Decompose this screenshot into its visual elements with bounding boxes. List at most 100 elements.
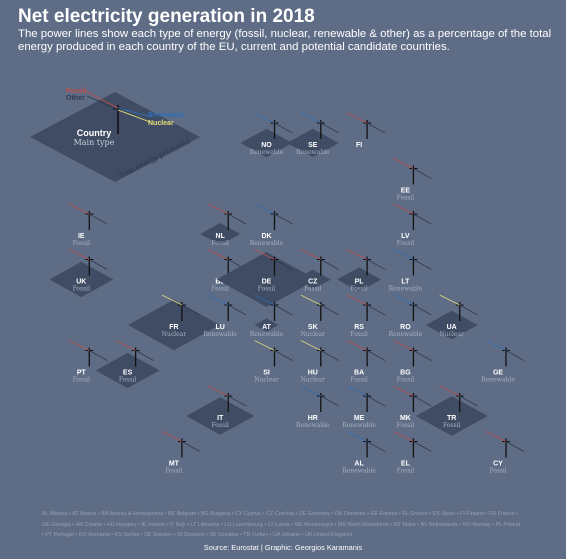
- country-code-lu: LU: [216, 324, 225, 331]
- country-code-ee: EE: [401, 188, 411, 195]
- power-line-nl: [207, 203, 229, 215]
- country-diamond-tr: [415, 396, 488, 436]
- power-line-out-sk: [320, 304, 339, 316]
- power-line-out-pt: [89, 350, 108, 361]
- country-maintype-at: Renewable: [250, 331, 284, 338]
- power-line-bg: [393, 340, 414, 351]
- power-line-ba: [346, 340, 368, 351]
- country-code-cz: CZ: [308, 279, 318, 286]
- power-line-no: [254, 112, 275, 124]
- power-line-dk: [254, 203, 275, 215]
- country-diamond-se: [286, 128, 339, 158]
- country-layer: NORenewableSERenewableFIEEFossilIEFossil…: [49, 112, 525, 475]
- country-code-tr: TR: [447, 415, 456, 422]
- power-line-out-hu: [320, 350, 339, 361]
- country-code-fr: FR: [169, 324, 178, 331]
- country-maintype-al: Renewable: [342, 468, 376, 475]
- country-code-ua: UA: [447, 324, 457, 331]
- legend-renewable-label: Renewable: [148, 112, 185, 119]
- country-maintype-lt: Renewable: [389, 286, 423, 293]
- country-maintype-ba: Fossil: [350, 377, 368, 384]
- legend-diamond: [30, 92, 200, 182]
- country-maintype-nl: Fossil: [211, 240, 229, 247]
- country-maintype-ie: Fossil: [73, 240, 91, 247]
- power-line-mt: [161, 431, 183, 442]
- country-maintype-pt: Fossil: [73, 377, 91, 384]
- power-line-fi: [346, 112, 368, 124]
- power-line-out-ro: [413, 304, 432, 316]
- country-diamond-fr: [127, 299, 220, 351]
- country-diamond-es: [95, 352, 160, 389]
- power-line-mk: [393, 385, 414, 397]
- country-code-el: EL: [401, 461, 411, 468]
- country-maintype-ua: Nuclear: [440, 331, 465, 338]
- power-line-out-ua: [459, 304, 478, 316]
- country-code-be: BE: [215, 279, 225, 286]
- power-line-out-at: [274, 304, 293, 316]
- power-line-out-fi: [366, 122, 386, 134]
- power-line-at: [254, 294, 275, 306]
- source-credit: Source: Eurostat | Graphic: Georgios Kar…: [203, 543, 363, 552]
- country-maintype-hr: Renewable: [296, 422, 330, 429]
- country-code-rs: RS: [354, 324, 364, 331]
- power-line-lv: [393, 203, 414, 215]
- power-line-out-ee: [413, 168, 432, 179]
- legend-fossil-label: Fossil: [66, 88, 86, 95]
- country-code-lt: LT: [401, 279, 410, 286]
- power-line-si: [254, 340, 275, 351]
- country-code-al: AL: [354, 461, 364, 468]
- country-diamond-de: [216, 252, 317, 307]
- power-line-out-de: [274, 259, 293, 270]
- country-maintype-ge: Renewable: [481, 377, 515, 384]
- power-line-be: [207, 249, 229, 260]
- legend-line-other: [86, 95, 119, 111]
- power-line-out-lt: [413, 259, 432, 270]
- power-line-hu: [300, 340, 322, 351]
- country-code-bg: BG: [400, 370, 411, 377]
- country-maintype-si: Nuclear: [254, 377, 279, 384]
- power-line-out-it: [228, 395, 247, 407]
- country-code-ge: GE: [493, 370, 503, 377]
- country-diamond-uk: [49, 261, 114, 298]
- country-maintype-cy: Fossil: [489, 468, 507, 475]
- power-line-ge: [485, 340, 507, 351]
- country-maintype-mt: Fossil: [165, 468, 183, 475]
- country-code-lv: LV: [401, 233, 410, 240]
- power-line-tr: [439, 385, 460, 397]
- country-code-it: IT: [217, 415, 224, 422]
- country-maintype-fr: Nuclear: [162, 331, 187, 338]
- power-line-out-rs: [366, 304, 386, 316]
- country-maintype-es: Fossil: [119, 377, 137, 384]
- country-maintype-sk: Nuclear: [301, 331, 326, 338]
- power-line-out-mk: [413, 395, 432, 407]
- power-line-ua: [439, 294, 460, 306]
- power-line-rs: [346, 294, 368, 306]
- abbreviation-footnote: AL Albania • AT Austria • BA Bosnia & He…: [42, 511, 521, 538]
- power-line-de: [254, 249, 275, 260]
- power-line-ie: [69, 203, 90, 215]
- country-diamond-no: [240, 128, 293, 158]
- country-code-ie: IE: [78, 233, 85, 240]
- power-line-me: [346, 385, 368, 397]
- country-maintype-rs: Fossil: [350, 331, 368, 338]
- power-line-out-el: [413, 441, 432, 452]
- legend-nuclear-label: Nuclear: [148, 120, 174, 127]
- country-diamond-ua: [425, 310, 478, 340]
- country-maintype-se: Renewable: [296, 149, 330, 156]
- power-line-out-si: [274, 350, 293, 361]
- country-maintype-mk: Fossil: [397, 422, 415, 429]
- power-line-out-dk: [274, 213, 293, 225]
- chart-title: Net electricity generation in 2018: [18, 6, 315, 27]
- country-maintype-lu: Renewable: [203, 331, 237, 338]
- country-code-pt: PT: [77, 370, 87, 377]
- power-line-out-bg: [413, 350, 432, 361]
- country-maintype-bg: Fossil: [397, 377, 415, 384]
- power-line-el: [393, 431, 414, 442]
- country-code-cy: CY: [493, 461, 503, 468]
- power-line-uk: [69, 249, 90, 260]
- power-line-out-se: [320, 122, 339, 134]
- country-code-uk: UK: [76, 279, 86, 286]
- country-maintype-uk: Fossil: [73, 286, 91, 293]
- country-code-de: DE: [262, 279, 272, 286]
- legend-line-renewable: [117, 107, 153, 118]
